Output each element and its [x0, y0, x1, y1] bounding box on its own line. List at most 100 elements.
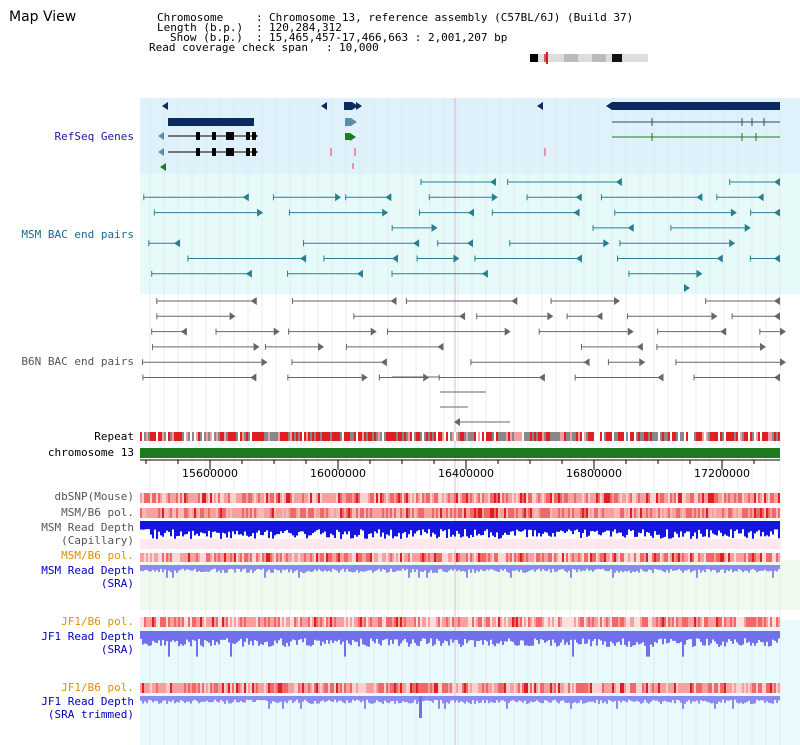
repeat-segment [236, 432, 238, 441]
jf1-trim-depth-bar [610, 696, 612, 701]
track-label-jf1-b6-pol-2[interactable]: JF1/B6 pol. [61, 681, 134, 694]
jf1-depth-bar [296, 631, 298, 645]
jf1-b6-pol-strip-2 [304, 683, 306, 693]
dbsnp-strip [464, 493, 466, 503]
track-label-msm-bac[interactable]: MSM BAC end pairs [21, 228, 134, 241]
msm-b6-pol-strip-2 [246, 553, 248, 562]
msm-depth-capillary-bar [564, 521, 566, 533]
track-label-jf1-depth[interactable]: JF1 Read Depth [41, 630, 134, 643]
track-label-jf1-b6-pol[interactable]: JF1/B6 pol. [61, 615, 134, 628]
track-label-refseq[interactable]: RefSeq Genes [54, 130, 134, 143]
jf1-b6-pol-strip [648, 617, 650, 627]
msm-depth-capillary-bar [416, 521, 418, 532]
jf1-trim-depth-bar [778, 696, 780, 701]
jf1-b6-pol-strip [578, 617, 580, 627]
msm-b6-pol-strip [724, 508, 726, 518]
jf1-trim-depth-bar [242, 696, 244, 703]
repeat-segment [294, 432, 296, 441]
msm-b6-pol-strip-2 [670, 553, 672, 562]
track-label-dbsnp[interactable]: dbSNP(Mouse) [54, 490, 134, 503]
jf1-b6-pol-strip-2 [638, 683, 640, 693]
repeat-segment [768, 432, 770, 441]
msm-b6-pol-strip-2 [662, 553, 664, 562]
msm-depth-capillary-bar [586, 521, 588, 537]
jf1-b6-pol-strip [546, 617, 548, 627]
msm-depth-capillary-bar [684, 521, 686, 534]
repeat-segment [538, 432, 540, 441]
jf1-b6-pol-strip [500, 617, 502, 627]
jf1-b6-pol-strip [188, 617, 190, 627]
msm-b6-pol-strip [406, 508, 408, 518]
jf1-b6-pol-strip-2 [408, 683, 410, 693]
track-label-repeat[interactable]: Repeat [94, 430, 134, 443]
repeat-segment [196, 432, 198, 441]
msm-b6-pol-strip [574, 508, 576, 518]
msm-depth-capillary-bar [340, 521, 342, 539]
jf1-b6-pol-strip-2 [692, 683, 694, 693]
msm-b6-pol-strip [630, 508, 632, 518]
msm-b6-pol-strip-2 [574, 553, 576, 562]
dbsnp-strip [304, 493, 306, 503]
msm-b6-pol-strip-2 [282, 553, 284, 562]
repeat-segment [398, 432, 400, 441]
repeat-segment [598, 432, 600, 441]
msm-depth-capillary-bar [266, 521, 268, 531]
msm-b6-pol-strip [342, 508, 344, 518]
jf1-trim-depth-bar [770, 696, 772, 704]
jf1-b6-pol-strip [306, 617, 308, 627]
msm-b6-pol-strip [628, 508, 630, 518]
dbsnp-strip [528, 493, 530, 503]
msm-depth-sra-bar [724, 565, 726, 573]
msm-depth-capillary-bar [630, 521, 632, 532]
jf1-b6-pol-strip [158, 617, 160, 627]
jf1-depth-bar [272, 631, 274, 646]
msm-depth-sra-bar [682, 565, 684, 573]
msm-b6-pol-strip [184, 508, 186, 518]
dbsnp-strip [420, 493, 422, 503]
jf1-depth-bar [306, 631, 308, 646]
jf1-depth-bar [494, 631, 496, 647]
b6n-bac-arrow [253, 342, 260, 351]
jf1-b6-pol-strip [762, 617, 764, 627]
jf1-b6-pol-strip [420, 617, 422, 627]
jf1-depth-bar [422, 631, 424, 639]
msm-b6-pol-strip [738, 508, 740, 518]
repeat-segment [762, 432, 764, 441]
msm-b6-pol-strip-2 [216, 553, 218, 562]
msm-depth-capillary-bar [742, 521, 744, 530]
msm-depth-sra-bar [536, 565, 538, 570]
gene-exon [246, 132, 250, 140]
msm-b6-pol-strip [414, 508, 416, 518]
track-label-msm-depth-cap[interactable]: MSM Read Depth [41, 521, 134, 534]
jf1-trim-depth-bar [484, 696, 486, 704]
repeat-segment [630, 432, 632, 441]
jf1-trim-depth-bar [606, 696, 608, 704]
msm-depth-capillary-bar [366, 521, 368, 539]
jf1-trim-depth-bar [482, 696, 484, 701]
jf1-b6-pol-strip [536, 617, 538, 627]
dbsnp-strip [344, 493, 346, 503]
gene-block [345, 118, 351, 126]
jf1-depth-bar [442, 631, 444, 644]
msm-depth-capillary-bar [352, 521, 354, 539]
jf1-b6-pol-strip-2 [376, 683, 378, 693]
msm-depth-sra-bar [520, 565, 522, 570]
msm-depth-capillary-bar [388, 521, 390, 536]
jf1-b6-pol-strip-2 [264, 683, 266, 693]
msm-b6-pol-strip [460, 508, 462, 518]
jf1-b6-pol-strip-2 [660, 683, 662, 693]
jf1-b6-pol-strip-2 [608, 683, 610, 693]
dbsnp-strip [366, 493, 368, 503]
jf1-depth-bar [534, 631, 536, 639]
jf1-depth-bar [228, 631, 230, 643]
msm-b6-pol-strip [498, 508, 500, 518]
jf1-trim-depth-bar [218, 696, 220, 703]
track-label-b6n-bac[interactable]: B6N BAC end pairs [21, 355, 134, 368]
track-label-msm-b6-pol-2[interactable]: MSM/B6 pol. [61, 549, 134, 562]
track-label-msm-b6-pol[interactable]: MSM/B6 pol. [61, 506, 134, 519]
track-label-chromosome[interactable]: chromosome 13 [47, 446, 134, 459]
track-label-jf1-trim[interactable]: JF1 Read Depth [41, 695, 134, 708]
track-label-msm-depth-sra[interactable]: MSM Read Depth [41, 564, 134, 577]
jf1-b6-pol-strip-2 [324, 683, 326, 693]
